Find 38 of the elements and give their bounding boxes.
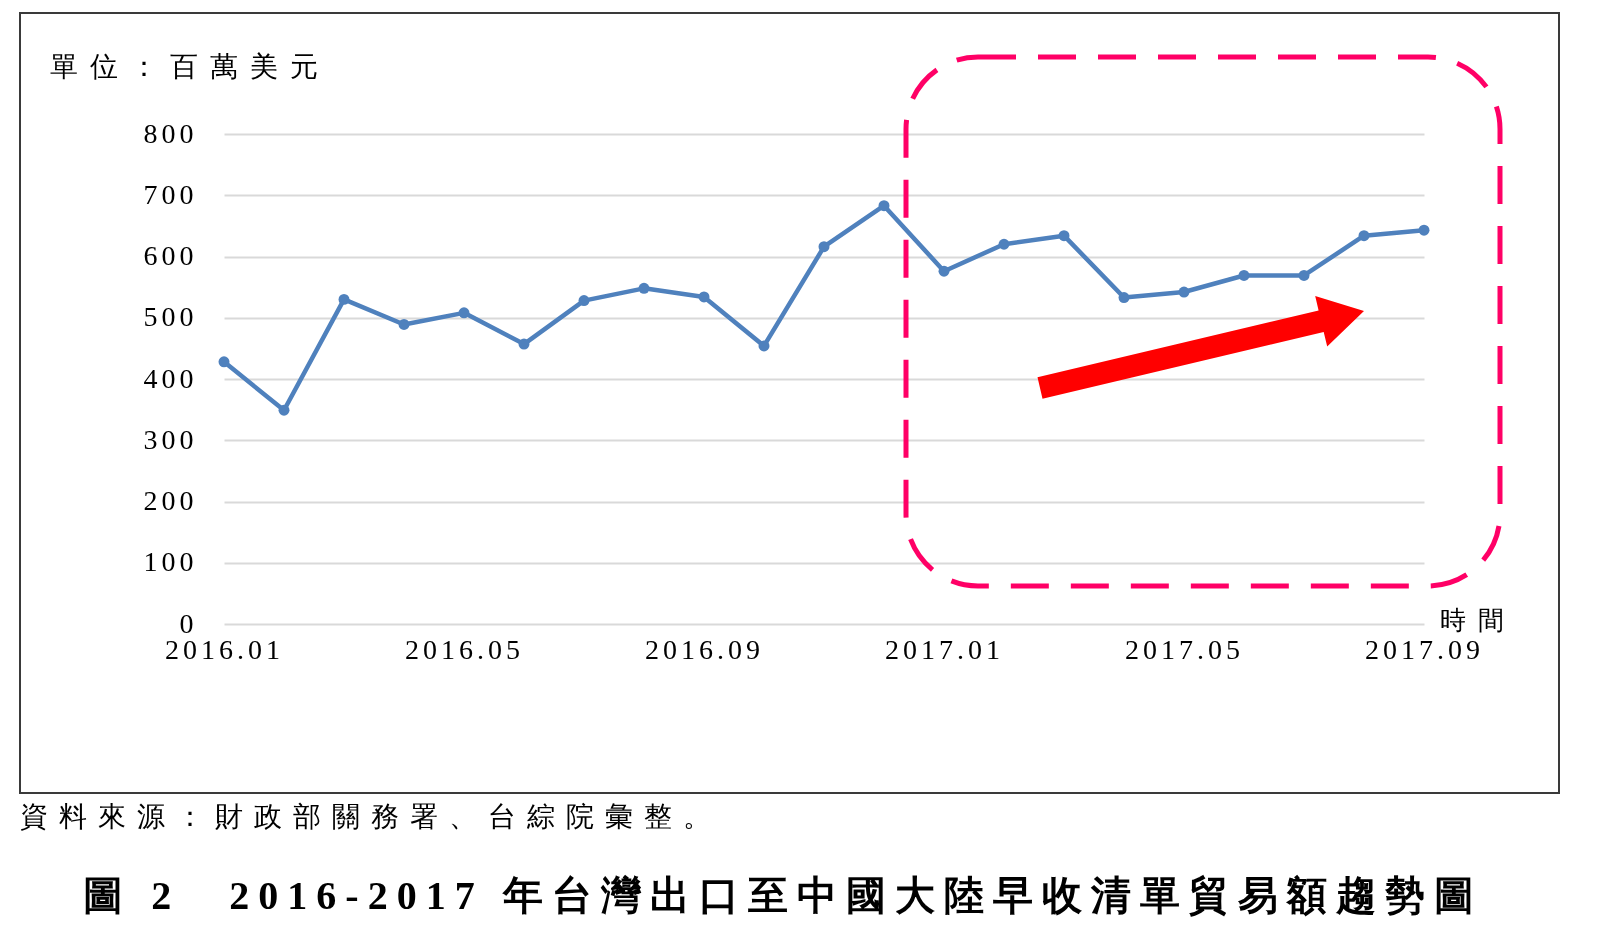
point [1118,292,1130,303]
point [1178,286,1190,298]
x-tick-label: 2017.09 [1365,633,1484,665]
point [938,265,950,277]
y-tick-label: 400 [143,362,198,394]
point [1418,224,1430,236]
text: 圖 2 2016-2017 年台灣出口至中國大陸早收清單貿易額趨勢圖 [82,872,1484,920]
x-tick-label: 2016.05 [405,633,524,665]
y-tick-label: 800 [143,117,198,149]
point [758,340,770,352]
y-tick-label: 500 [143,301,198,333]
point [1058,230,1070,242]
point [638,282,650,294]
y-axis-title: 單位：百萬美元 [49,50,330,82]
point [1358,230,1370,242]
point [998,238,1010,250]
x-tick-label: 2017.01 [885,633,1004,665]
point [1298,270,1310,281]
point [338,293,350,305]
point [1238,270,1250,281]
point [878,200,890,212]
point [818,241,830,253]
point [578,295,590,307]
y-tick-label: 200 [143,485,198,516]
x-axis-title: 時間 [1439,605,1516,635]
point [398,319,410,330]
point [698,291,710,303]
source-note: 資料來源：財政部關務署、台綜院彙整。 [20,800,722,834]
point [278,404,290,416]
y-tick-label: 100 [143,546,198,578]
y-tick-label: 300 [143,423,198,455]
y-tick-label: 600 [143,240,198,271]
x-tick-label: 2017.05 [1125,633,1244,665]
point [218,356,230,368]
point [458,307,470,319]
y-tick-label: 700 [143,178,198,210]
point [518,338,530,350]
x-tick-label: 2016.09 [645,633,764,665]
